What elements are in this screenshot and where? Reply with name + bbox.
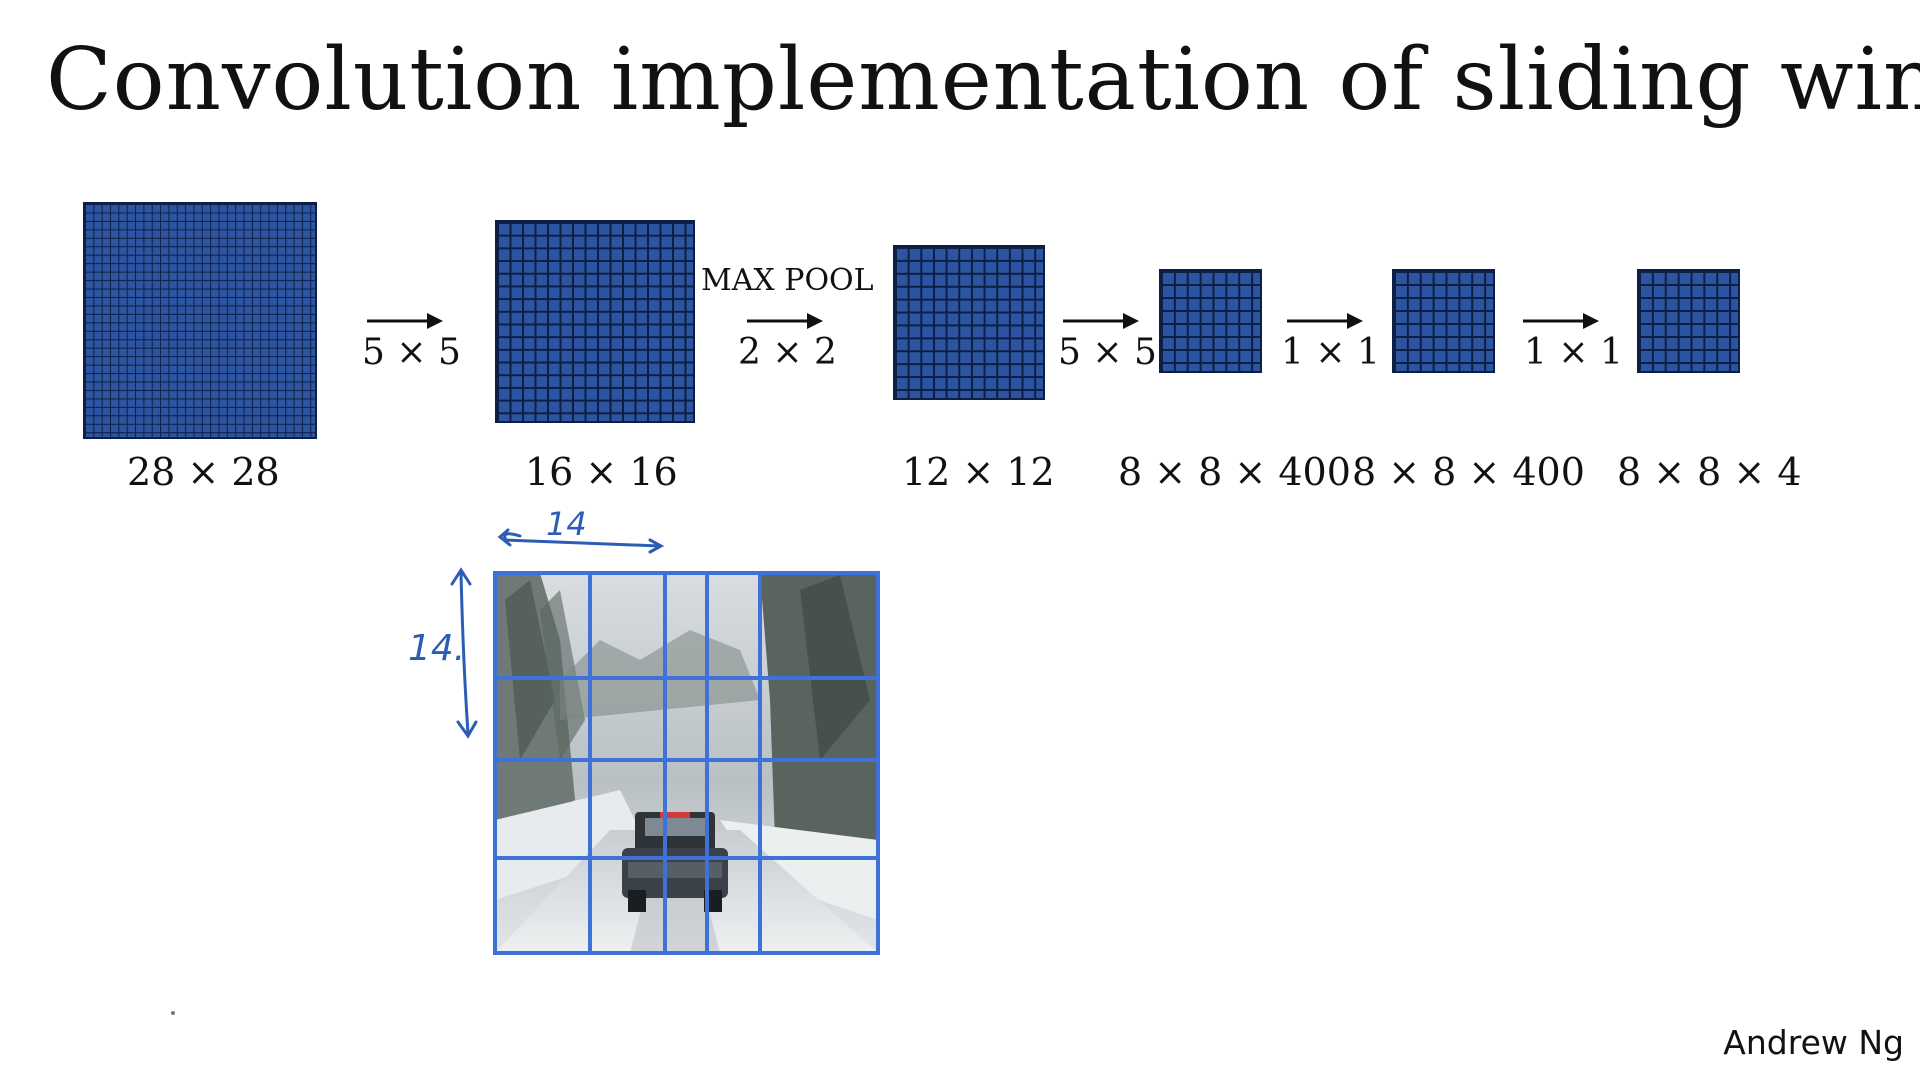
feature-map-16x16 xyxy=(495,220,695,423)
author-credit: Andrew Ng xyxy=(1723,1023,1904,1062)
op-label-conv-1x1-b: 1 × 1 xyxy=(1524,332,1623,373)
feature-map-28x28 xyxy=(83,202,317,439)
op-label-conv-1x1-a: 1 × 1 xyxy=(1281,332,1380,373)
width-annotation-text: 14 xyxy=(546,505,587,543)
slide-title: Convolution implementation of sliding wi… xyxy=(46,30,1920,130)
layer-label-8x8x400-a: 8 × 8 × 400 xyxy=(1118,450,1351,494)
stray-dot xyxy=(171,1011,175,1015)
feature-map-8x8x4 xyxy=(1637,269,1740,373)
height-annotation xyxy=(450,567,478,739)
arrow-right-icon xyxy=(747,311,823,331)
width-annotation xyxy=(497,528,665,554)
feature-map-8x8x400-a xyxy=(1159,269,1262,373)
layer-label-8x8x400-b: 8 × 8 × 400 xyxy=(1352,450,1585,494)
op-label-conv-5x5: 5 × 5 xyxy=(362,332,461,373)
op-label-conv-5x5-b: 5 × 5 xyxy=(1058,332,1157,373)
op-label-pool-2x2: 2 × 2 xyxy=(738,332,837,373)
sliding-window-grid xyxy=(493,571,880,955)
arrow-right-icon xyxy=(367,311,443,331)
height-annotation-text: 14. xyxy=(408,628,465,669)
truck-icon xyxy=(622,812,728,912)
layer-label-12x12: 12 × 12 xyxy=(902,450,1055,494)
layer-label-8x8x4: 8 × 8 × 4 xyxy=(1617,450,1802,494)
layer-label-16x16: 16 × 16 xyxy=(525,450,678,494)
op-label-max-pool: MAX POOL xyxy=(701,263,874,298)
layer-label-28x28: 28 × 28 xyxy=(127,450,280,494)
arrow-right-icon xyxy=(1063,311,1139,331)
arrow-right-icon xyxy=(1287,311,1363,331)
feature-map-12x12 xyxy=(893,245,1045,400)
arrow-right-icon xyxy=(1523,311,1599,331)
feature-map-8x8x400-b xyxy=(1392,269,1495,373)
photo-image xyxy=(495,573,878,953)
